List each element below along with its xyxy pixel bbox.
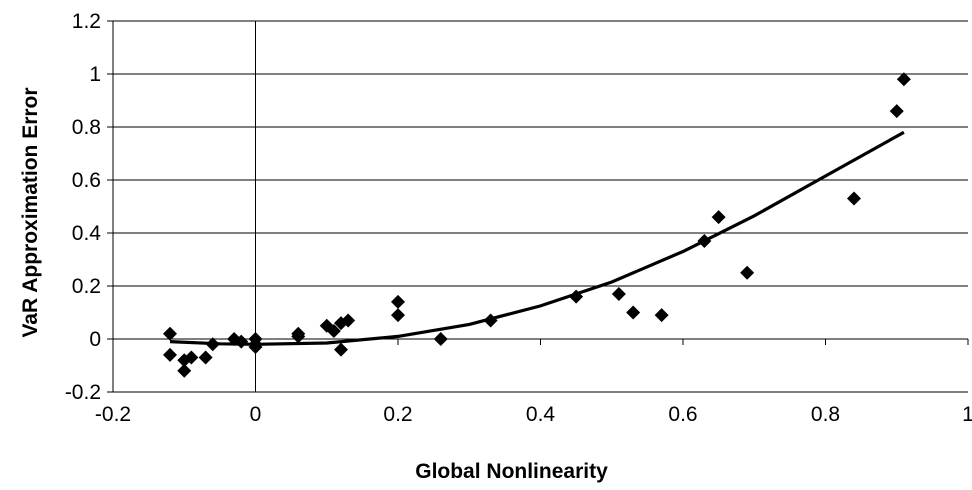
data-point-26 — [654, 308, 669, 323]
data-point-1 — [163, 347, 177, 362]
x-tick-label-5: 0.8 — [811, 403, 840, 426]
data-point-31 — [889, 104, 904, 119]
data-point-22 — [483, 313, 498, 328]
data-point-27 — [697, 233, 712, 248]
y-axis-ticks: -0.2 0 0.2 0.4 0.6 0.8 1 1.2 — [65, 10, 113, 404]
data-point-21 — [433, 332, 448, 346]
x-axis-title: Global Nonlinearity — [415, 460, 608, 483]
data-point-30 — [847, 191, 861, 206]
data-point-8 — [234, 334, 249, 349]
data-point-6 — [205, 337, 220, 352]
y-tick-label-5: 0.8 — [72, 116, 101, 139]
data-point-3 — [177, 363, 192, 378]
x-tick-label-0: -0.2 — [95, 403, 131, 426]
x-axis-ticks: -0.2 0 0.2 0.4 0.6 0.8 1 — [95, 339, 972, 426]
x-tick-label-6: 1 — [962, 403, 972, 426]
data-point-28 — [711, 210, 726, 225]
data-point-32 — [896, 72, 911, 87]
data-point-19 — [391, 294, 405, 309]
y-tick-label-7: 1.2 — [72, 10, 101, 33]
trendline — [169, 130, 905, 346]
data-point-25 — [626, 305, 641, 320]
data-point-24 — [611, 286, 626, 301]
data-point-17 — [334, 342, 348, 357]
data-point-20 — [391, 308, 405, 323]
data-point-5 — [198, 350, 213, 365]
x-tick-label-2: 0.2 — [383, 403, 412, 426]
data-point-29 — [740, 265, 755, 280]
y-tick-label-4: 0.6 — [72, 169, 101, 192]
data-point-0 — [163, 326, 177, 341]
y-axis-title: VaR Approximation Error — [19, 87, 42, 337]
x-tick-label-4: 0.6 — [668, 403, 697, 426]
y-tick-label-0: -0.2 — [65, 381, 101, 404]
data-point-15 — [326, 324, 341, 339]
data-point-4 — [184, 350, 199, 365]
y-tick-label-3: 0.4 — [72, 222, 102, 245]
data-point-11 — [248, 339, 263, 354]
x-tick-label-3: 0.4 — [526, 403, 556, 426]
y-tick-label-2: 0.2 — [72, 275, 101, 298]
y-tick-label-6: 1 — [89, 63, 101, 86]
y-tick-label-1: 0 — [89, 328, 101, 351]
data-points — [163, 72, 911, 378]
data-point-13 — [291, 329, 306, 344]
data-point-18 — [341, 313, 356, 328]
x-tick-label-1: 0 — [250, 403, 262, 426]
data-point-23 — [569, 289, 584, 304]
